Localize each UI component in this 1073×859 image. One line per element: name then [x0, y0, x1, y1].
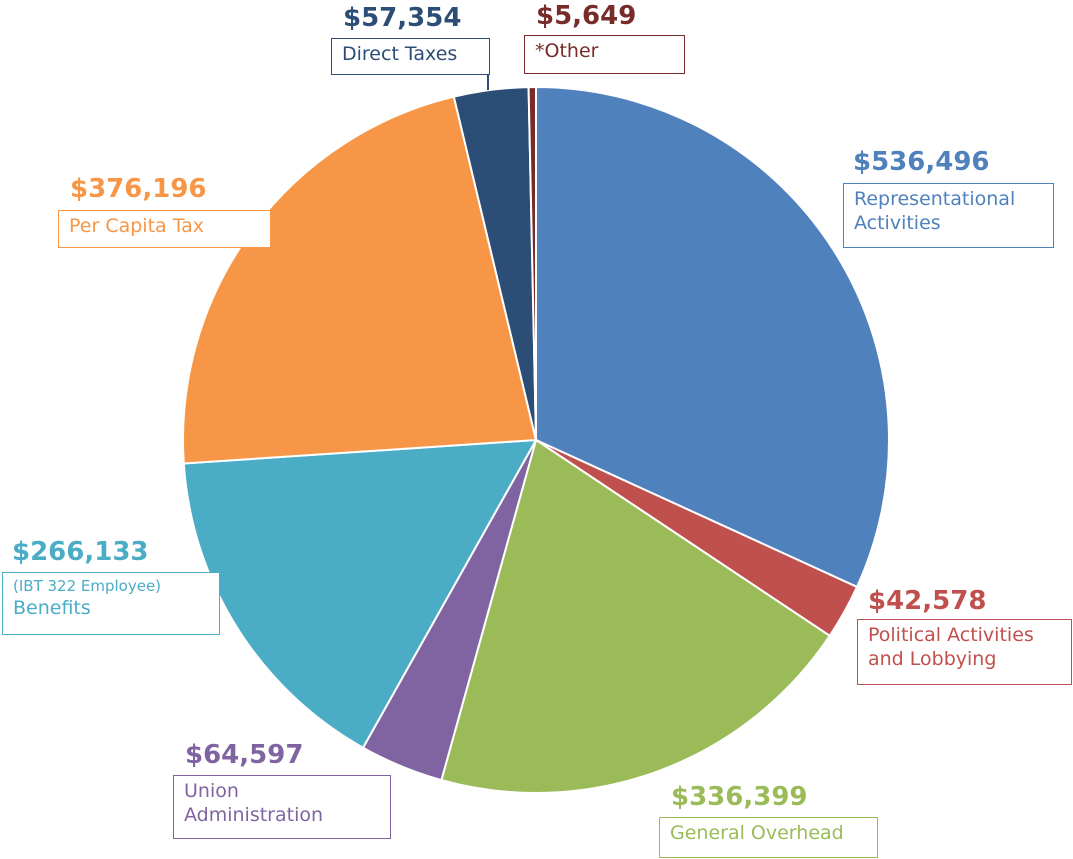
value-label-union: $64,597 — [185, 740, 304, 770]
label-box-percapita: Per Capita Tax — [58, 210, 271, 248]
label-box-representational: Representational Activities — [843, 183, 1054, 248]
label-line: Benefits — [13, 597, 91, 619]
pie-slice-other — [527, 85, 537, 441]
pie-slice-benefits — [182, 438, 538, 750]
value-label-percapita: $376,196 — [70, 174, 207, 204]
value-label-benefits: $266,133 — [12, 537, 149, 567]
leader-line-direct — [487, 74, 489, 90]
label-box-other: *Other — [524, 35, 685, 74]
label-line: *Other — [535, 40, 599, 62]
label-line: Activities — [854, 212, 941, 234]
label-box-union: Union Administration — [173, 775, 391, 839]
label-line: Administration — [184, 804, 324, 826]
label-line: Per Capita Tax — [69, 215, 205, 237]
pie-slice-general — [440, 438, 832, 794]
label-box-political: Political Activities and Lobbying — [857, 619, 1072, 685]
label-line: and Lobbying — [868, 648, 997, 670]
label-box-general: General Overhead — [659, 817, 878, 858]
label-line: Representational — [854, 188, 1016, 210]
label-prefix: (IBT 322 Employee) — [13, 577, 162, 595]
label-line: Direct Taxes — [342, 43, 458, 65]
value-label-direct: $57,354 — [343, 3, 462, 33]
label-box-direct: Direct Taxes — [331, 38, 490, 75]
value-label-political: $42,578 — [868, 586, 987, 616]
label-line: Political Activities — [868, 624, 1034, 646]
value-label-representational: $536,496 — [853, 147, 990, 177]
label-line: General Overhead — [670, 822, 844, 844]
value-label-general: $336,399 — [671, 782, 808, 812]
value-label-other: $5,649 — [536, 1, 637, 31]
pie-slice-representational — [535, 85, 890, 589]
label-line: Union — [184, 780, 239, 802]
label-box-benefits: (IBT 322 Employee) Benefits — [2, 572, 220, 635]
